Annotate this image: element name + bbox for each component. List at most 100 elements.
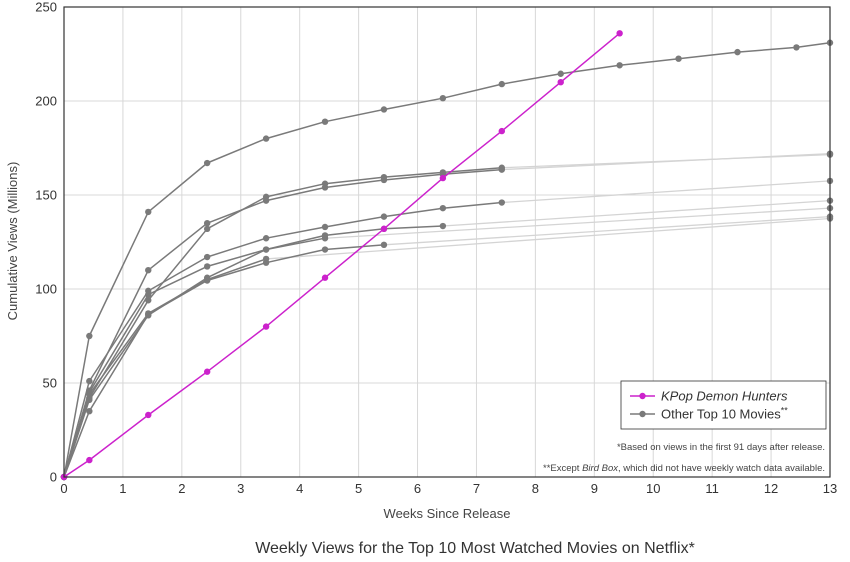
y-tick-label-50: 50 [43, 376, 57, 391]
projection-line-6 [324, 207, 831, 239]
series-kpop-demon-hunters-point-4 [262, 323, 270, 330]
series-kpop-demon-hunters-point-2 [145, 411, 152, 419]
x-tick-label-9: 9 [591, 481, 598, 496]
series-other-3-point-5 [321, 180, 329, 187]
x-tick-label-3: 3 [237, 481, 244, 496]
x-tick-label-13: 13 [823, 481, 837, 496]
x-tick-label-1: 1 [119, 481, 126, 496]
series-kpop-demon-hunters-point-3 [203, 368, 211, 375]
x-tick-label-5: 5 [355, 481, 362, 496]
series-other-3-point-8 [498, 164, 505, 171]
series-other-1-point-11 [675, 55, 682, 62]
series-other-7-point-6 [380, 241, 388, 249]
series-other-3 [60, 164, 505, 481]
legend-box [620, 380, 827, 430]
series-other-3-point-6 [380, 173, 388, 181]
x-tick-label-8: 8 [532, 481, 539, 496]
y-tick-label-150: 150 [35, 188, 57, 203]
series-other-5-point-3 [203, 263, 211, 270]
y-axis-title: Cumulative Views (Millions) [5, 162, 20, 321]
series-other-2-point-2 [145, 267, 152, 274]
x-tick-label-7: 7 [473, 481, 480, 496]
series-other-1-point-6 [380, 106, 388, 113]
legend: KPop Demon Hunters Other Top 10 Movies** [620, 380, 827, 430]
x-tick-label-12: 12 [764, 481, 778, 496]
series-other-4-point-3 [203, 253, 211, 261]
y-tick-label-0: 0 [50, 470, 57, 485]
series-other-8-point-3 [203, 276, 211, 283]
y-tick-label-100: 100 [35, 282, 57, 297]
series-other-2-line [63, 168, 502, 478]
series-kpop-demon-hunters-point-5 [321, 274, 329, 281]
series-other-5-line [63, 225, 443, 478]
series-other-4-point-7 [439, 204, 447, 212]
series-other-1-point-12 [734, 48, 741, 56]
projection-line-4 [501, 180, 831, 204]
series-kpop-demon-hunters-point-1 [86, 456, 93, 464]
series-other-6-point-5 [321, 235, 329, 242]
series-other-5-point-2 [145, 291, 152, 298]
series-other-1-point-9 [557, 70, 564, 77]
x-tick-label-4: 4 [296, 481, 303, 496]
footnote-2: **Except Bird Box, which did not have we… [543, 463, 825, 474]
series-other-1-point-13 [793, 44, 800, 51]
series-kpop-demon-hunters-line [63, 32, 621, 478]
series-other-5-point-7 [439, 222, 447, 230]
series-other-1-point-4 [262, 135, 270, 142]
series-other-4-point-4 [262, 235, 270, 242]
series-other-4-point-1 [86, 377, 93, 385]
legend-swatch-marker-others [639, 410, 646, 418]
series-other-5 [60, 222, 447, 481]
series-other-2-point-3 [203, 220, 211, 227]
x-tick-label-6: 6 [414, 481, 421, 496]
series-other-6-point-4 [262, 246, 270, 253]
series-group [60, 30, 834, 481]
projection-lines [266, 150, 834, 260]
series-other-3-point-3 [203, 225, 211, 233]
x-tick-label-11: 11 [705, 481, 719, 496]
series-other-1-point-7 [439, 94, 447, 102]
series-other-3-point-7 [439, 169, 447, 176]
series-other-8-point-4 [262, 255, 270, 263]
x-tick-label-0: 0 [60, 481, 67, 496]
series-other-1-point-2 [145, 208, 152, 216]
series-kpop-demon-hunters-point-10 [616, 30, 623, 37]
series-other-4-point-8 [498, 199, 505, 206]
series-other-1-point-1 [86, 332, 93, 340]
series-other-4-point-5 [321, 223, 329, 231]
series-kpop-demon-hunters-point-6 [380, 225, 388, 233]
x-tick-label-2: 2 [178, 481, 185, 496]
projection-line-7 [383, 215, 831, 246]
x-axis-title: Weeks Since Release [384, 506, 511, 521]
series-other-7-point-1 [86, 408, 93, 415]
plot-frame [63, 6, 831, 478]
series-other-1-point-10 [616, 62, 623, 69]
chart-title: Weekly Views for the Top 10 Most Watched… [255, 540, 695, 557]
series-other-4-point-6 [380, 213, 388, 220]
series-other-7-point-5 [321, 246, 329, 253]
series-other-8-point-1 [86, 391, 93, 398]
y-tick-label-250: 250 [35, 0, 57, 15]
projection-line-5 [442, 199, 831, 227]
series-other-8-line [63, 258, 267, 478]
series-other-1-point-3 [203, 159, 211, 167]
projection-line-8 [266, 217, 831, 260]
series-kpop-demon-hunters [60, 30, 623, 481]
series-other-1-point-5 [321, 118, 329, 125]
legend-label-highlight: KPop Demon Hunters [661, 389, 788, 404]
series-other-3-point-4 [262, 193, 270, 201]
series-kpop-demon-hunters-point-7 [439, 174, 447, 182]
x-tick-label-10: 10 [646, 481, 660, 496]
series-other-8-point-2 [145, 310, 152, 317]
footnote-1: *Based on views in the first 91 days aft… [617, 442, 825, 453]
legend-label-others-suffix: ** [781, 406, 789, 416]
series-kpop-demon-hunters-point-8 [498, 127, 505, 135]
series-other-6-line [63, 237, 326, 478]
y-tick-label-200: 200 [35, 94, 57, 109]
series-other-1-point-8 [498, 80, 505, 88]
series-other-3-line [63, 166, 502, 478]
projection-line-3 [501, 153, 831, 169]
legend-label-others: Other Top 10 Movies** [661, 406, 788, 422]
